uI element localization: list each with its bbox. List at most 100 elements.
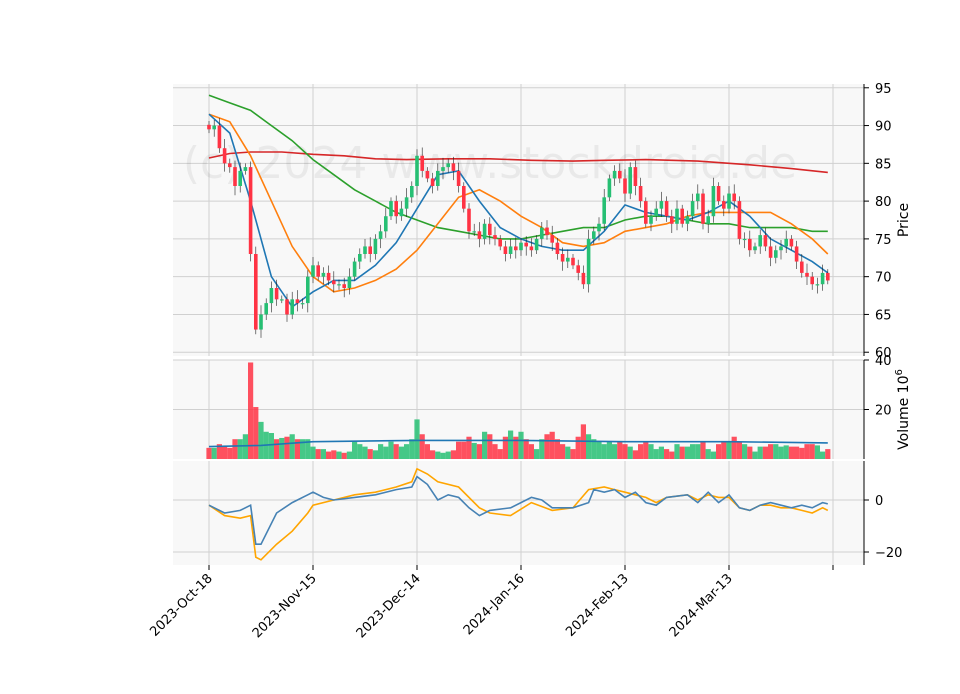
candles-group [207,118,830,338]
volume-bar [326,451,332,459]
candle-down [623,178,627,194]
volume-bar [643,441,649,459]
volume-bar [648,444,654,459]
volume-bar [664,449,670,459]
candle-up [779,246,783,251]
candle-down [477,231,482,239]
volume-bar [482,431,488,459]
volume-bar [253,407,259,459]
volume-bar [554,439,560,459]
candle-down [805,272,809,277]
macd-tick-label: −20 [875,546,902,561]
candle-down [233,167,237,186]
volume-bar [414,419,420,459]
candle-down [737,201,742,239]
candle-down [618,170,622,179]
volume-bar [570,449,576,459]
price-tick-label: 80 [875,195,892,210]
candle-up [706,216,710,224]
candle-down [524,242,528,247]
volume-bar [752,451,758,459]
volume-bar [279,437,285,459]
candle-down [555,242,560,254]
volume-bar [721,441,727,459]
candle-down [248,167,253,254]
volume-bar [799,447,805,459]
volume-bar [393,444,399,459]
candle-down [394,201,398,217]
volume-bar [601,444,607,459]
volume-axis-label: Volume 106 [894,369,912,450]
volume-tick-label: 20 [875,404,892,419]
price-tick-label: 60 [875,346,892,361]
candle-up [280,299,284,301]
volume-bar [445,451,451,459]
candle-down [794,246,799,262]
candle-up [300,303,305,305]
candle-up [399,208,404,217]
x-tick-label: 2023-Dec-14 [354,571,424,641]
volume-bar [362,446,368,459]
x-tick-label: 2024-Mar-13 [667,571,736,640]
volume-bar [258,421,264,459]
candle-up [358,254,362,262]
volume-ma-line [208,439,828,448]
volume-bar [565,446,571,459]
volume-bar [794,446,800,459]
volume-bar [549,431,555,459]
candle-up [820,272,825,285]
volume-bar [237,439,243,459]
candle-down [451,163,456,171]
volume-tick-label: 40 [875,354,892,369]
volume-bar [331,450,337,459]
volume-bar [757,446,763,459]
volume-bar [492,444,498,459]
volume-bar [783,445,789,459]
price-tick-label: 95 [875,82,892,97]
candle-down [316,265,320,277]
candle-up [675,208,679,224]
volume-bar [528,444,534,459]
volume-bar [747,446,753,459]
candle-up [597,223,601,232]
candle-down [789,238,794,247]
volume-bar [336,451,342,459]
volume-bar [586,434,592,459]
candle-down [550,235,554,243]
volume-bar [378,444,384,459]
candle-down [425,170,430,179]
candle-up [243,167,248,171]
price-panel-background [173,84,864,356]
volume-bar [450,450,456,459]
candle-up [742,238,747,241]
volume-bar [476,444,482,459]
candle-down [493,235,497,239]
price-tick-label: 75 [875,233,892,248]
volume-bar [502,436,508,459]
candle-up [753,246,757,251]
candle-up [212,125,216,130]
candle-down [498,238,502,247]
candle-down [420,155,424,171]
candle-down [217,125,222,149]
volume-bar [669,451,675,459]
candle-down [274,288,279,300]
candle-up [566,257,570,262]
candle-down [326,272,331,281]
volume-bar [456,441,462,459]
volume-bar [497,449,503,459]
volume-bar [222,446,228,459]
candle-up [607,178,612,198]
volume-bar [617,441,623,459]
candle-down [810,276,814,285]
volume-bar [820,451,826,459]
candle-up [612,170,617,179]
candle-down [701,193,705,224]
volume-bar [216,444,222,459]
macd-tick-label: 0 [875,494,883,509]
volume-bar [284,436,290,459]
candle-up [389,201,393,217]
candle-up [602,197,606,224]
candle-down [638,186,643,202]
